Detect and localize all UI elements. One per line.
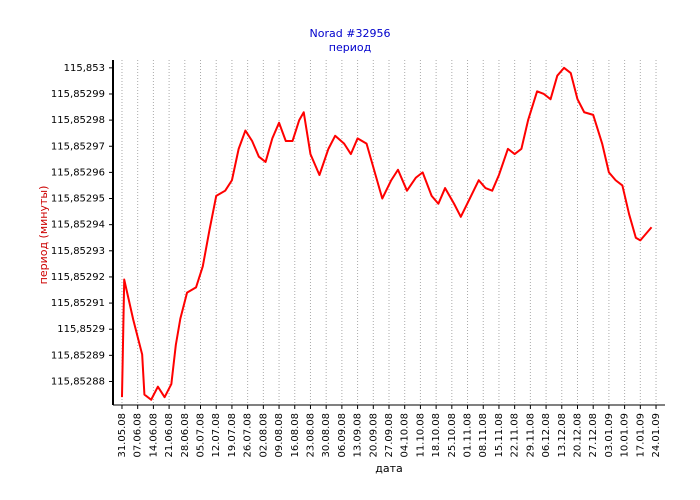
y-tick-label: 115,853 <box>64 63 105 74</box>
x-tick-label: 17.01.09 <box>635 413 646 458</box>
y-tick-label: 115,85297 <box>51 141 105 152</box>
x-tick-label: 01.11.08 <box>463 413 474 458</box>
x-tick-label: 18.10.08 <box>431 413 442 458</box>
x-tick-label: 13.09.08 <box>353 413 364 458</box>
x-tick-label: 20.12.08 <box>572 413 583 458</box>
x-tick-label: 13.12.08 <box>557 413 568 458</box>
x-tick-label: 30.08.08 <box>321 413 332 458</box>
x-tick-label: 06.09.08 <box>337 413 348 458</box>
y-tick-label: 115,8529 <box>57 324 105 335</box>
x-tick-label: 31.05.08 <box>117 413 128 458</box>
x-tick-label: 22.11.08 <box>510 413 521 458</box>
y-tick-label: 115,85298 <box>51 115 105 126</box>
y-tick-label: 115,85296 <box>51 167 105 178</box>
x-tick-label: 15.11.08 <box>494 413 505 458</box>
x-tick-label: 05.07.08 <box>196 413 207 458</box>
x-tick-label: 16.08.08 <box>290 413 301 458</box>
y-tick-label: 115,85294 <box>51 220 105 231</box>
x-tick-label: 02.08.08 <box>258 413 269 458</box>
x-tick-label: 03.01.09 <box>604 413 615 458</box>
chart-title: Norad #32956 <box>310 27 391 40</box>
x-tick-label: 10.01.09 <box>620 413 631 458</box>
x-tick-label: 23.08.08 <box>305 413 316 458</box>
x-tick-label: 27.12.08 <box>588 413 599 458</box>
x-tick-label: 20.09.08 <box>368 413 379 458</box>
y-tick-label: 115,85291 <box>51 298 105 309</box>
x-tick-label: 14.06.08 <box>148 413 159 458</box>
data-line <box>120 66 653 401</box>
x-axis-label: дата <box>375 462 403 475</box>
x-tick-label: 12.07.08 <box>211 413 222 458</box>
y-axis-label: период (минуты) <box>37 186 50 285</box>
x-tick-label: 29.11.08 <box>525 413 536 458</box>
y-tick-label: 115,85295 <box>51 194 105 205</box>
x-tick-label: 04.10.08 <box>400 413 411 458</box>
x-tick-label: 27.09.08 <box>384 413 395 458</box>
x-tick-label: 07.06.08 <box>133 413 144 458</box>
x-tick-label: 28.06.08 <box>180 413 191 458</box>
x-tick-label: 24.01.09 <box>651 413 662 458</box>
y-tick-label: 115,85288 <box>51 376 105 387</box>
x-tick-label: 08.11.08 <box>478 413 489 458</box>
x-tick-label: 06.12.08 <box>541 413 552 458</box>
x-tick-label: 09.08.08 <box>274 413 285 458</box>
y-tick-label: 115,85289 <box>51 350 105 361</box>
x-tick-label: 21.06.08 <box>164 413 175 458</box>
y-tick-label: 115,85299 <box>51 89 105 100</box>
y-tick-label: 115,85293 <box>51 246 105 257</box>
x-tick-label: 26.07.08 <box>243 413 254 458</box>
x-tick-label: 25.10.08 <box>447 413 458 458</box>
y-tick-label: 115,85292 <box>51 272 105 283</box>
chart-subtitle: период <box>329 41 372 54</box>
x-tick-label: 11.10.08 <box>415 413 426 458</box>
x-tick-label: 19.07.08 <box>227 413 238 458</box>
